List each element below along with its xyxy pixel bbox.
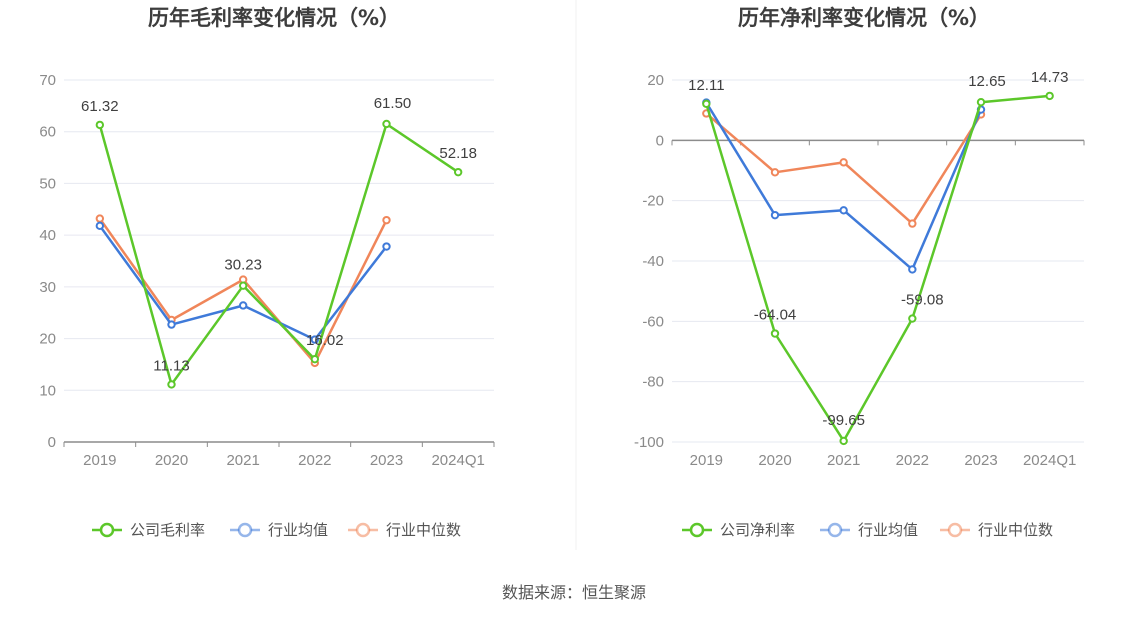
y-tick-label: 30 — [39, 279, 56, 296]
data-label: -59.08 — [901, 292, 944, 309]
y-tick-label: -100 — [634, 434, 664, 451]
data-point — [908, 265, 917, 274]
data-label: -99.65 — [822, 412, 865, 429]
chart-panel-1: 历年毛利率变化情况（%） 0 10 20 30 40 50 60 70 2019 2020 2021 2… — [39, 6, 495, 539]
data-point — [95, 120, 105, 130]
x-tick-label: 2022 — [896, 452, 929, 469]
legend-label: 行业均值 — [268, 521, 328, 539]
data-point — [702, 99, 711, 109]
chart-title: 历年毛利率变化情况（%） — [148, 6, 400, 30]
legend-swatch-marker — [355, 522, 371, 538]
data-label: 61.50 — [374, 95, 412, 112]
x-tick-label: 2023 — [964, 452, 997, 469]
legend-swatch-marker — [99, 522, 115, 538]
data-point — [453, 167, 463, 177]
data-point — [310, 354, 320, 364]
data-point — [382, 242, 391, 251]
source-note: 数据来源：恒生聚源 — [502, 583, 646, 602]
y-tick-label: 20 — [39, 331, 56, 348]
data-point — [770, 329, 780, 338]
data-label: 61.32 — [81, 98, 119, 115]
data-point — [976, 97, 986, 107]
x-tick-label: 2019 — [690, 452, 723, 469]
y-tick-label: 10 — [39, 382, 56, 399]
data-point — [908, 314, 917, 323]
data-point — [167, 320, 176, 329]
data-point — [908, 219, 917, 228]
chart-panel-2: 历年净利率变化情况（%） -100 -80 -60 -40 -20 0 20 2019 2020 2… — [634, 6, 1085, 539]
x-tick-label: 2020 — [758, 452, 791, 469]
data-label: -64.04 — [754, 307, 797, 324]
data-label: 12.11 — [688, 77, 724, 94]
legend-item-3: 行业中位数 — [940, 521, 1053, 539]
data-point — [95, 221, 105, 231]
legend-label: 公司净利率 — [720, 521, 795, 539]
data-point — [1045, 91, 1054, 101]
data-point — [167, 380, 176, 389]
series-line-1 — [98, 122, 459, 386]
chart-title: 历年净利率变化情况（%） — [738, 6, 990, 30]
y-tick-label: -60 — [642, 313, 664, 330]
data-point — [310, 335, 320, 344]
y-tick-label: -80 — [642, 374, 664, 391]
data-point — [770, 210, 780, 220]
legend-label: 行业中位数 — [978, 521, 1053, 539]
y-tick-label: 50 — [39, 175, 56, 192]
legend-item-2: 行业均值 — [230, 521, 328, 539]
data-label: 52.18 — [439, 145, 477, 162]
legend-swatch-marker — [689, 522, 705, 538]
series-line-1 — [705, 94, 1050, 443]
y-tick-label: 20 — [647, 72, 664, 89]
x-tick-label: 2020 — [155, 452, 188, 469]
legend-label: 行业均值 — [858, 521, 918, 539]
data-point — [770, 168, 780, 177]
data-point — [839, 158, 848, 167]
data-label: 12.65 — [968, 73, 1006, 90]
x-tick-label: 2019 — [83, 452, 116, 469]
y-tick-label: 40 — [39, 227, 56, 244]
y-tick-label: 60 — [39, 124, 56, 141]
x-tick-label: 2021 — [226, 452, 259, 469]
y-tick-label: 70 — [39, 72, 56, 89]
x-tick-label: 2024Q1 — [1023, 452, 1076, 469]
data-point — [839, 436, 848, 446]
data-point — [238, 301, 248, 310]
legend-item-3: 行业中位数 — [348, 521, 461, 539]
y-tick-label: 0 — [656, 132, 664, 149]
data-label: 16.02 — [306, 332, 344, 349]
legend-swatch-marker — [827, 522, 843, 538]
y-tick-label: -40 — [642, 253, 664, 270]
legend-label: 行业中位数 — [386, 521, 461, 539]
x-tick-label: 2021 — [827, 452, 860, 469]
legend-item-1: 公司净利率 — [682, 521, 795, 539]
data-point — [382, 215, 391, 225]
x-tick-label: 2024Q1 — [431, 452, 484, 469]
legend-item-1: 公司毛利率 — [92, 521, 205, 539]
legend-item-2: 行业均值 — [820, 521, 918, 539]
legend-swatch-marker — [947, 522, 963, 538]
x-tick-label: 2023 — [370, 452, 403, 469]
data-label: 14.73 — [1031, 69, 1069, 86]
legend-swatch-marker — [237, 522, 253, 538]
data-point — [95, 214, 105, 223]
y-tick-label: 0 — [48, 434, 56, 451]
data-point — [238, 281, 248, 290]
y-tick-label: -20 — [642, 193, 664, 210]
data-point — [839, 206, 848, 215]
data-point — [382, 119, 391, 129]
x-tick-label: 2022 — [298, 452, 331, 469]
data-label: 30.23 — [224, 257, 262, 274]
legend-label: 公司毛利率 — [130, 521, 205, 539]
data-label: 11.13 — [153, 357, 189, 374]
